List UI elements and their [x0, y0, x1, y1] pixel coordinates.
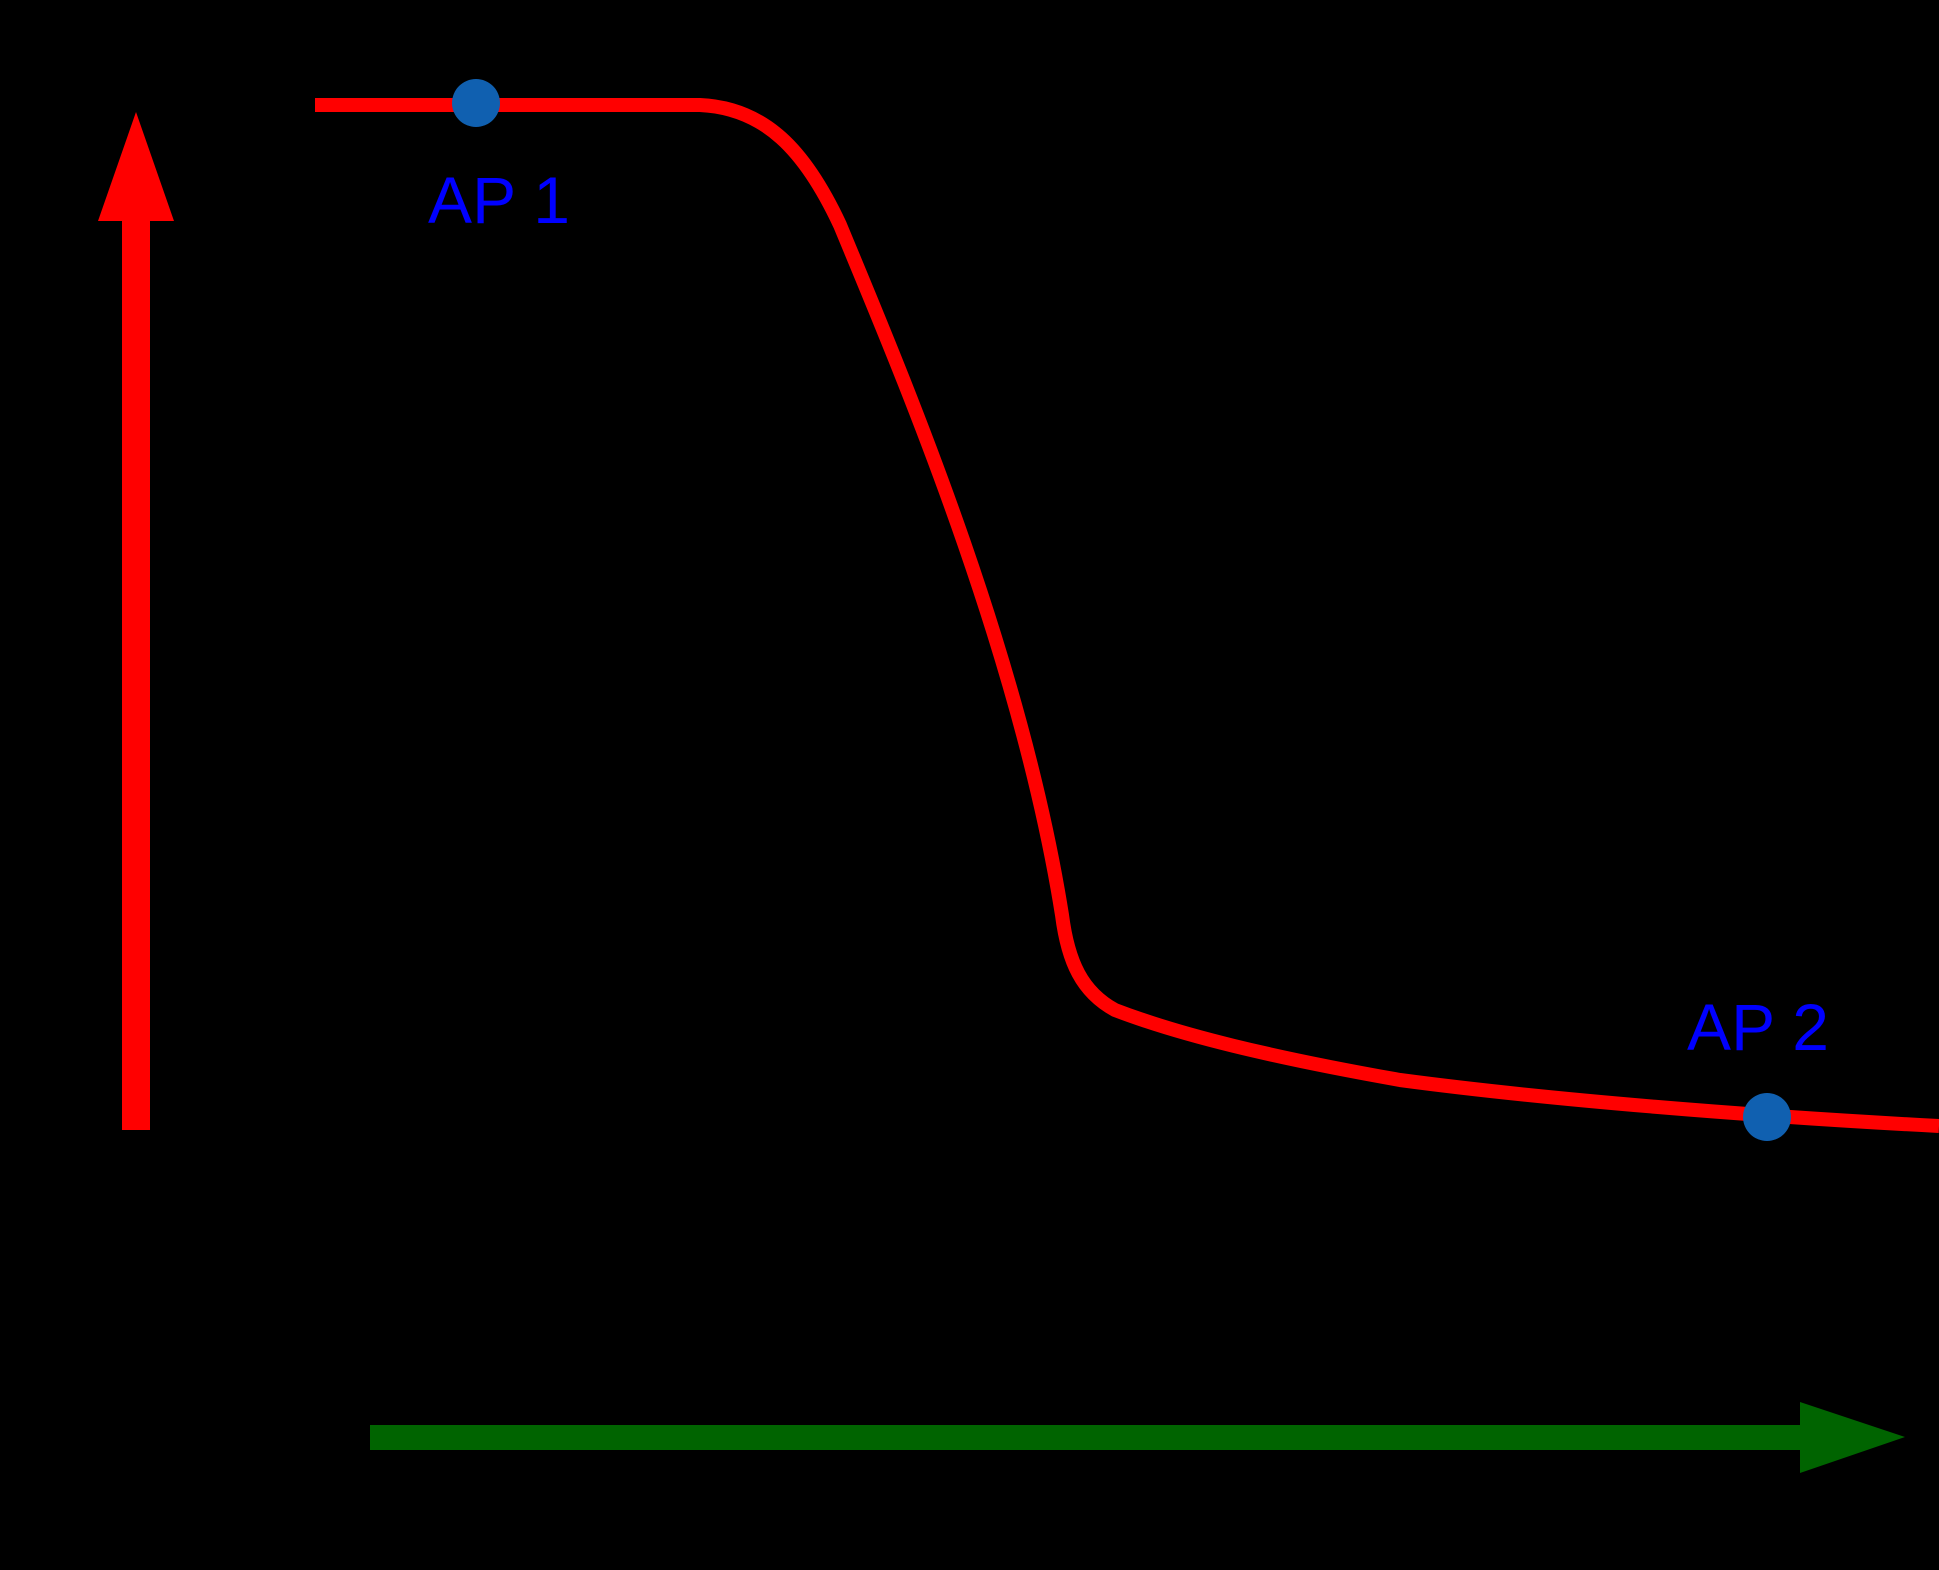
signal-axis-arrow-head-icon	[98, 112, 174, 221]
signal-axis-arrow	[98, 112, 174, 1130]
ap1-label: AP 1	[428, 163, 570, 237]
ap2-marker	[1743, 1093, 1791, 1141]
distance-axis-arrow-head-icon	[1800, 1402, 1905, 1473]
ap1-marker	[452, 79, 500, 127]
distance-axis-arrow-shaft	[370, 1425, 1800, 1450]
distance-axis-arrow	[370, 1402, 1905, 1473]
ap2-label: AP 2	[1687, 990, 1829, 1064]
signal-strength-curve	[315, 98, 1939, 1133]
signal-axis-arrow-shaft	[122, 220, 150, 1130]
